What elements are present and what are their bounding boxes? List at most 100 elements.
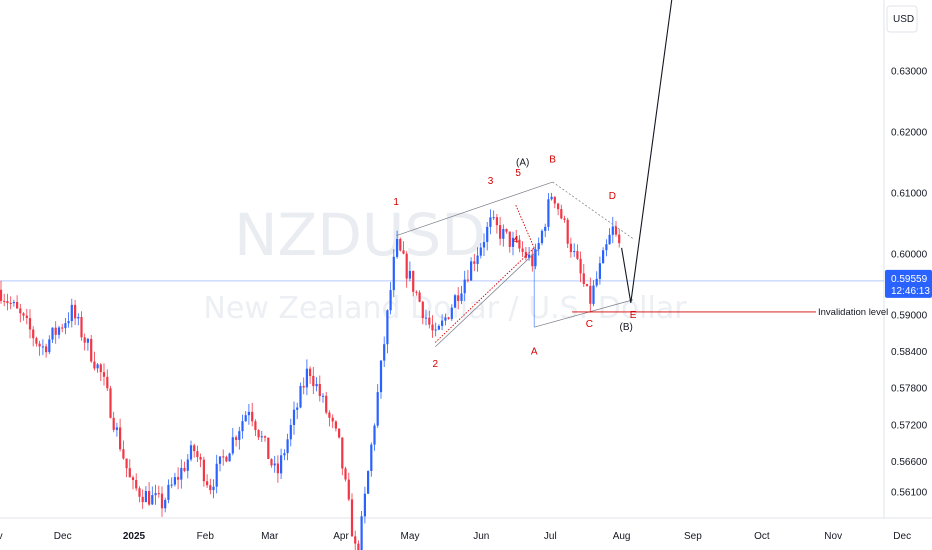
y-tick-label: 0.58400 (891, 347, 928, 358)
candle-body (444, 317, 447, 321)
x-tick-label: Apr (333, 531, 349, 542)
candle-body (151, 495, 154, 505)
candle-body (437, 325, 440, 330)
candle-body (119, 427, 122, 450)
candle-body (534, 249, 537, 267)
candle-body (115, 427, 118, 430)
candle-body (241, 421, 244, 432)
candle-body (302, 386, 305, 388)
candle-body (3, 300, 6, 302)
candle-body (25, 315, 28, 318)
candle-body (524, 251, 527, 258)
candle-body (412, 270, 415, 292)
candle-body (167, 484, 170, 500)
candle-body (6, 301, 9, 304)
candle-body (164, 499, 167, 509)
y-tick-label: 0.62000 (891, 128, 928, 139)
candle-body (260, 436, 263, 438)
candle-body (276, 463, 279, 474)
candle-body (563, 218, 566, 220)
candle-body (22, 313, 25, 316)
candle-body (283, 453, 286, 456)
y-tick-label: 0.61000 (891, 189, 928, 200)
candle-body (489, 217, 492, 227)
y-tick-label: 0.56600 (891, 457, 928, 468)
wave-label-E: E (630, 310, 637, 321)
invalidation-label: Invalidation level (818, 307, 888, 318)
candle-body (19, 308, 22, 314)
candle-body (57, 327, 61, 335)
candle-body (338, 428, 341, 438)
candle-body (547, 199, 550, 227)
candle-body (148, 491, 151, 505)
candle-body (64, 323, 67, 329)
candle-body (511, 237, 515, 247)
countdown-value: 12:46:13 (891, 286, 930, 297)
candle-body (154, 493, 157, 496)
candle-body (173, 477, 176, 485)
candle-body (492, 217, 495, 219)
projection-path (621, 0, 673, 303)
candle-body (569, 243, 572, 252)
candle-body (595, 278, 598, 286)
candle-body (263, 436, 267, 438)
candle-body (112, 417, 115, 430)
candle-body (67, 321, 70, 324)
candle-body (170, 484, 173, 486)
candle-body (408, 270, 411, 279)
x-tick-label: Nov (824, 531, 842, 542)
candle-body (196, 451, 199, 458)
y-tick-label: 0.57200 (891, 420, 928, 431)
candle-body (389, 290, 392, 311)
x-tick-label: Dec (54, 531, 72, 542)
candle-body (331, 417, 334, 422)
candle-body (537, 243, 540, 250)
candle-body (466, 279, 469, 281)
candle-body (386, 310, 389, 345)
candle-body (602, 250, 605, 264)
y-tick-label: 0.57800 (891, 384, 928, 395)
x-tick-label: Sep (684, 531, 702, 542)
candle-body (93, 361, 96, 369)
x-tick-label: Aug (613, 531, 631, 542)
candle-body (470, 261, 473, 281)
candle-body (273, 463, 276, 466)
candle-body (318, 384, 321, 396)
candle-body (141, 496, 144, 503)
candle-body (376, 392, 379, 426)
currency-button[interactable] (886, 5, 918, 33)
candle-body (421, 301, 424, 319)
candle-body (209, 485, 212, 491)
candle-body (83, 337, 86, 343)
candle-body (96, 364, 99, 369)
candle-body (254, 421, 257, 431)
x-tick-label: Nov (0, 531, 3, 542)
candle-body (434, 329, 437, 331)
candle-body (199, 457, 202, 460)
candle-body (450, 307, 453, 319)
candle-body (0, 289, 3, 301)
candle-body (128, 468, 131, 478)
candle-body (611, 226, 614, 235)
candle-body (508, 231, 511, 247)
candle-body (90, 338, 93, 362)
candle-body (54, 327, 57, 335)
wave-label-4: 4 (513, 235, 519, 246)
candle-body (344, 468, 347, 480)
candle-body (566, 219, 569, 244)
x-tick-label: Oct (754, 531, 770, 542)
candle-body (476, 255, 479, 264)
candle-body (540, 230, 544, 244)
candle-body (582, 273, 585, 285)
candle-body (267, 437, 270, 459)
candle-body (350, 499, 354, 537)
candle-body (177, 477, 180, 480)
wave-label-5: 5 (515, 168, 521, 179)
current-price-tag: 0.59559 12:46:13 (885, 269, 932, 298)
candle-body (41, 346, 44, 348)
candle-body (614, 226, 618, 235)
x-tick-label: Mar (261, 531, 279, 542)
candle-body (48, 339, 51, 353)
candle-body (499, 225, 502, 239)
